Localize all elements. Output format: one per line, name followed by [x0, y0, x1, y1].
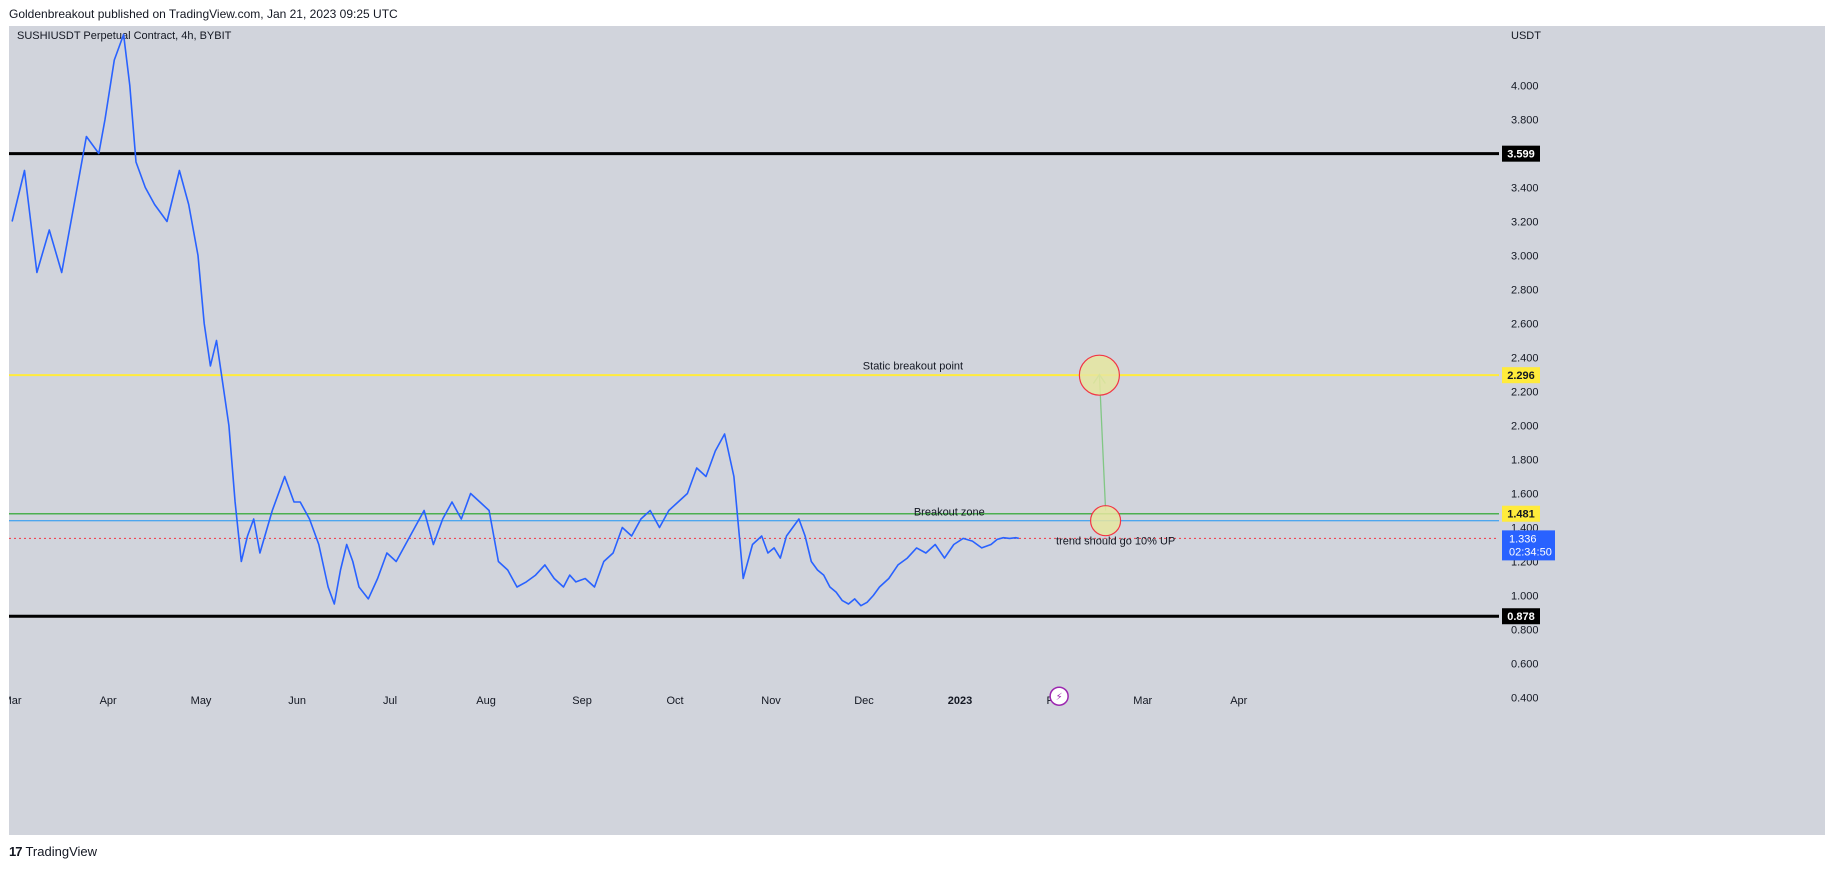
x-tick-label: Mar — [1133, 695, 1152, 707]
y-tick-label: 2.800 — [1511, 285, 1539, 297]
price-badge-label: 3.599 — [1507, 149, 1535, 161]
price-series-line — [11, 33, 1020, 607]
highlight-circle-upper — [1078, 354, 1120, 396]
price-badge-1.481 — [1502, 505, 1540, 522]
y-tick-label: 0.800 — [1511, 625, 1539, 637]
x-tick-label: Mar — [9, 695, 22, 707]
y-tick-label: 1.800 — [1511, 455, 1539, 467]
tradingview-logo-icon: 17 — [9, 844, 23, 859]
x-tick-label: 2023 — [948, 695, 972, 707]
tradingview-footer: 17 TradingView — [9, 843, 97, 861]
x-tick-label: Apr — [1230, 695, 1247, 707]
price-badge-0.878 — [1502, 608, 1540, 625]
price-badge-label: 0.878 — [1507, 611, 1535, 623]
x-tick-label: Nov — [761, 695, 781, 707]
chart-area[interactable]: SUSHIUSDT Perpetual Contract, 4h, BYBIT U… — [9, 26, 1825, 835]
y-tick-label: 2.200 — [1511, 387, 1539, 399]
highlight-circle-lower — [1089, 505, 1122, 537]
y-tick-label: 3.800 — [1511, 115, 1539, 127]
publisher-header: Goldenbreakout published on TradingView.… — [9, 5, 398, 23]
price-badge-3.599 — [1502, 145, 1540, 162]
event-marker-icon[interactable] — [1049, 686, 1069, 706]
event-marker-glyph: ⚡ — [1056, 692, 1063, 703]
price-badge-2.296 — [1502, 367, 1540, 384]
y-tick-label: 3.000 — [1511, 251, 1539, 263]
y-tick-label: 2.600 — [1511, 319, 1539, 331]
x-tick-label: May — [191, 695, 212, 707]
annotation-trend: trend should go 10% UP — [1056, 536, 1175, 548]
annotation-static: Static breakout point — [863, 360, 963, 372]
x-tick-label: Apr — [100, 695, 117, 707]
y-tick-label: 1.600 — [1511, 489, 1539, 501]
x-tick-label: Dec — [854, 695, 874, 707]
price-chart[interactable]: SUSHIUSDT Perpetual Contract, 4h, BYBIT U… — [9, 26, 1825, 835]
x-tick-label: Jun — [288, 695, 306, 707]
y-tick-label: 3.400 — [1511, 183, 1539, 195]
y-tick-label: 0.600 — [1511, 659, 1539, 671]
x-tick-label: Oct — [666, 695, 683, 707]
x-tick-label: Jul — [383, 695, 397, 707]
currency-label: USDT — [1511, 30, 1541, 42]
breakout-arrow — [1098, 374, 1107, 511]
plot-background — [9, 26, 1825, 835]
y-tick-label: 0.400 — [1511, 693, 1539, 705]
y-tick-label: 2.400 — [1511, 353, 1539, 365]
bar-countdown-label: 02:34:50 — [1509, 546, 1552, 558]
current-price-label: 1.336 — [1509, 533, 1537, 545]
current-price-badge — [1502, 530, 1555, 561]
x-tick-label: Aug — [476, 695, 496, 707]
y-tick-label: 3.200 — [1511, 217, 1539, 229]
y-tick-label: 1.000 — [1511, 591, 1539, 603]
x-tick-label: Sep — [572, 695, 592, 707]
price-badge-label: 2.296 — [1507, 370, 1535, 382]
price-badge-label: 1.481 — [1507, 509, 1535, 521]
y-tick-label: 2.000 — [1511, 421, 1539, 433]
tradingview-brand: TradingView — [25, 844, 98, 859]
publisher-line: Goldenbreakout published on TradingView.… — [9, 7, 398, 21]
annotation-zone: Breakout zone — [914, 507, 985, 519]
y-tick-label: 4.000 — [1511, 81, 1539, 93]
